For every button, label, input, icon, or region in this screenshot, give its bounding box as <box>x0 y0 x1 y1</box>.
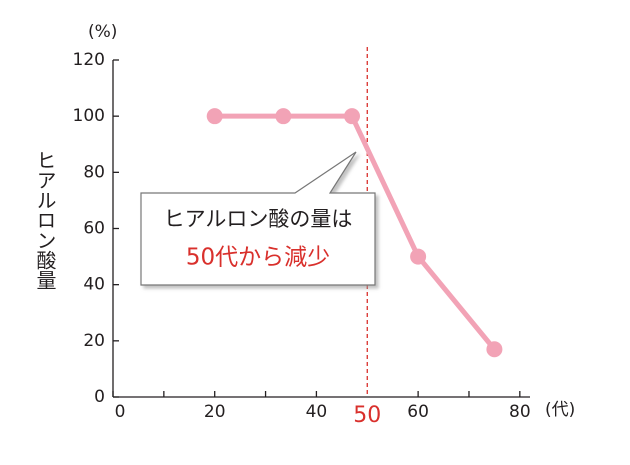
callout-highlight: 50代から減少 <box>186 245 330 271</box>
data-point <box>486 341 503 358</box>
data-point <box>206 108 223 125</box>
y-tick-label: 40 <box>83 275 105 295</box>
x-tick-label: 0 <box>115 402 126 422</box>
y-tick-label: 80 <box>83 162 105 182</box>
data-point <box>275 108 292 125</box>
x-tick-label: 20 <box>204 402 226 422</box>
data-point <box>344 108 361 125</box>
y-axis-label: ヒアルロン酸量 <box>33 150 57 290</box>
data-point <box>410 248 427 265</box>
y-tick-label: 60 <box>83 219 105 239</box>
reference-label: 50 <box>353 403 381 428</box>
y-tick-label: 20 <box>83 331 105 351</box>
x-tick-label: 40 <box>306 402 328 422</box>
callout-text: ヒアルロン酸の量は <box>164 207 353 231</box>
x-tick-label: 60 <box>407 402 429 422</box>
y-unit: (%) <box>88 22 117 42</box>
callout-box <box>140 151 376 286</box>
y-tick-label: 100 <box>73 106 105 126</box>
x-tick-label: 80 <box>509 402 531 422</box>
y-tick-label: 120 <box>73 50 105 70</box>
callout: ヒアルロン酸の量は 50代から減少 <box>140 151 376 286</box>
y-tick-label: 0 <box>94 387 105 407</box>
x-unit: (代) <box>545 400 575 420</box>
plot: 0 20 40 60 80 100 120 0 20 40 60 80 50 <box>73 47 531 428</box>
